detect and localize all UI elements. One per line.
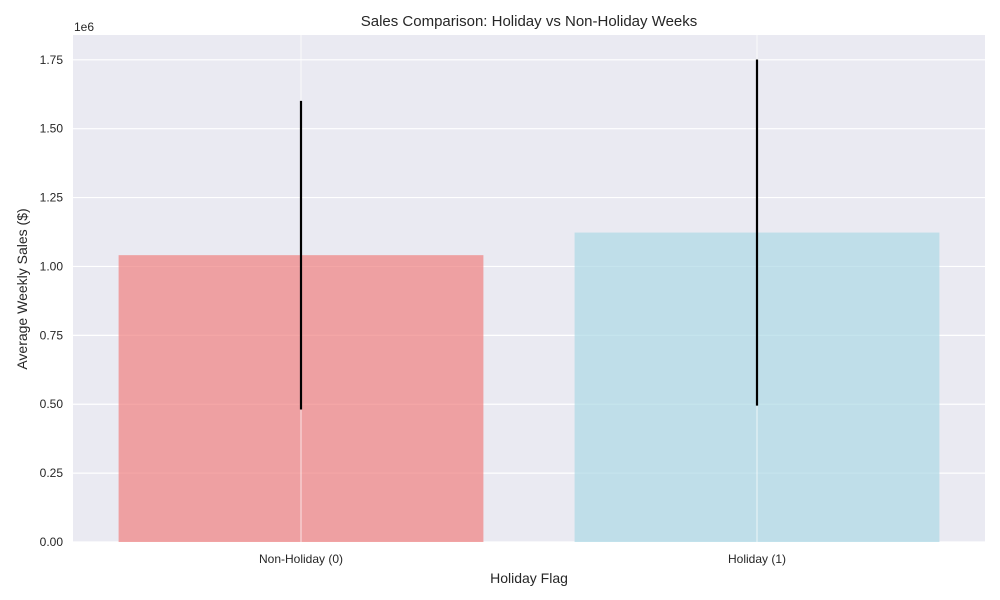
y-tick-label: 1.25 — [40, 191, 64, 205]
y-tick-label: 1.00 — [40, 259, 64, 273]
chart-title: Sales Comparison: Holiday vs Non-Holiday… — [361, 13, 698, 30]
y-tick-label: 0.25 — [40, 466, 64, 480]
x-tick-label: Holiday (1) — [728, 552, 786, 566]
y-axis-offset-label: 1e6 — [74, 20, 94, 34]
error-bars — [299, 59, 759, 410]
y-tick-label: 0.00 — [40, 535, 64, 549]
y-axis-label: Average Weekly Sales ($) — [14, 208, 30, 369]
y-tick-label: 0.75 — [40, 328, 64, 342]
y-tick-label: 1.50 — [40, 122, 64, 136]
x-axis-label: Holiday Flag — [490, 570, 568, 586]
x-tick-labels: Non-Holiday (0) Holiday (1) — [259, 552, 786, 566]
y-tick-label: 0.50 — [40, 397, 64, 411]
y-tick-label: 1.75 — [40, 53, 64, 67]
x-tick-label: Non-Holiday (0) — [259, 552, 343, 566]
y-tick-labels: 0.00 0.25 0.50 0.75 1.00 1.25 1.50 1.75 — [40, 53, 64, 549]
